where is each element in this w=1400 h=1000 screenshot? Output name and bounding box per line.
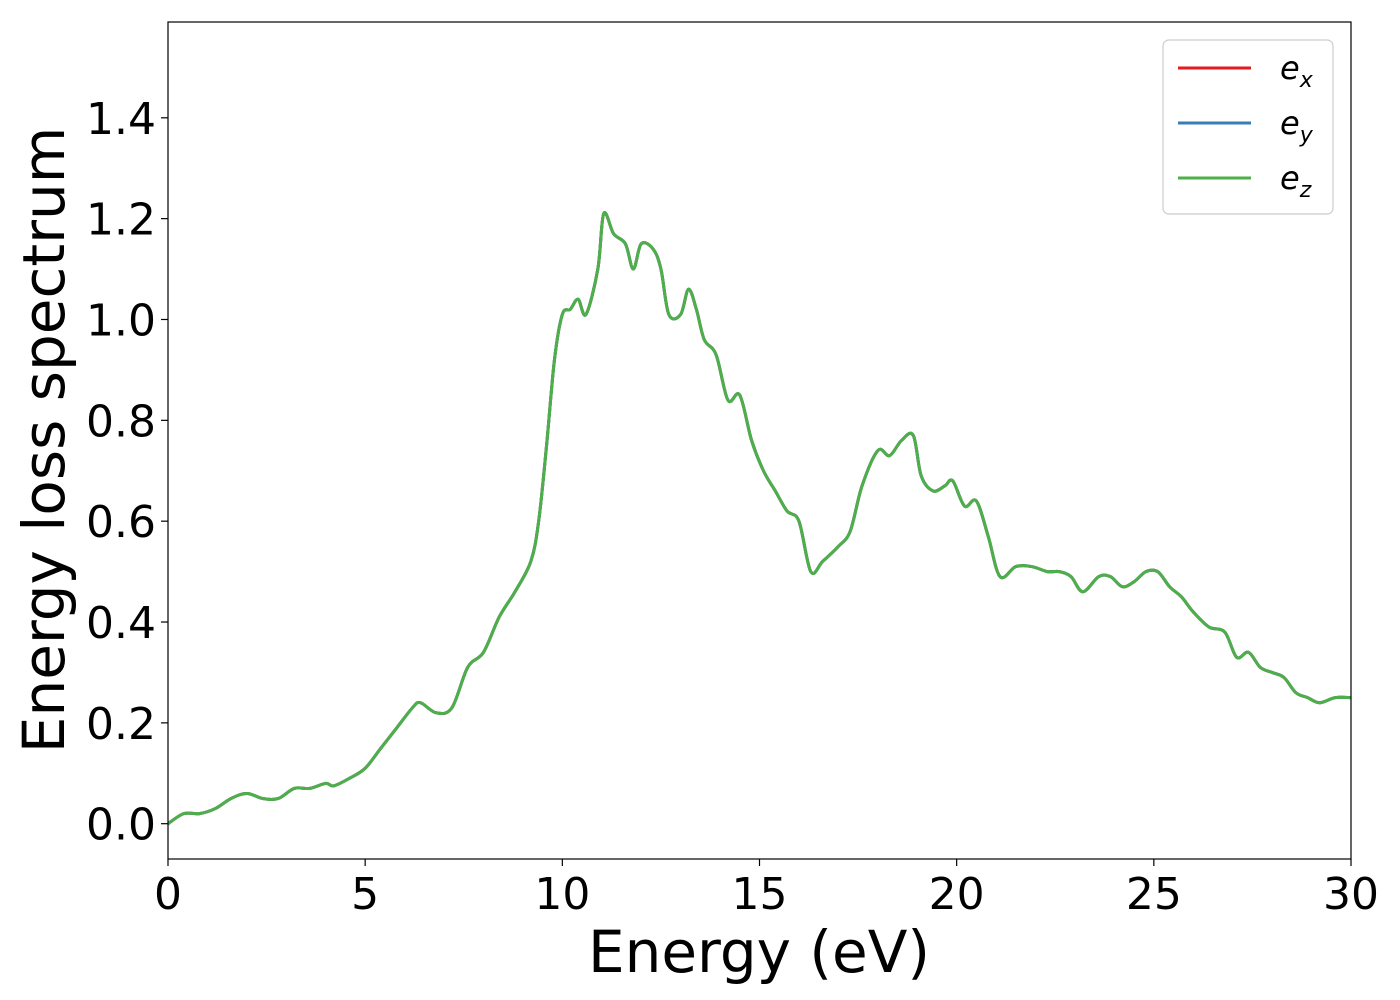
legend-label-x: ex — [1280, 49, 1314, 93]
y-tick-label: 0.6 — [86, 497, 156, 548]
y-axis-title: Energy loss spectrum — [10, 127, 78, 753]
y-tick-label: 1.2 — [86, 195, 156, 246]
x-tick-label: 10 — [534, 869, 590, 920]
y-tick-label: 0.2 — [86, 699, 156, 750]
y-tick-label: 0.0 — [86, 800, 156, 851]
y-axis: 0.0 0.2 0.4 0.6 0.8 1.0 1.2 1.4 — [86, 94, 168, 851]
y-tick-label: 0.4 — [86, 598, 156, 649]
x-tick-label: 25 — [1126, 869, 1182, 920]
x-tick-label: 15 — [732, 869, 788, 920]
legend-label-y: ey — [1280, 104, 1314, 148]
series-line-z — [168, 211, 1351, 826]
series-line-x — [168, 211, 1351, 826]
legend-label-z: ez — [1280, 159, 1312, 203]
x-tick-label: 20 — [929, 869, 985, 920]
x-tick-label: 0 — [154, 869, 182, 920]
x-tick-label: 5 — [351, 869, 379, 920]
y-tick-label: 1.0 — [86, 295, 156, 346]
y-tick-label: 1.4 — [86, 94, 156, 145]
plot-area — [168, 211, 1351, 826]
x-tick-label: 30 — [1323, 869, 1379, 920]
legend-box — [1162, 39, 1334, 215]
x-axis: 0 5 10 15 20 25 30 — [154, 859, 1379, 920]
legend: ex ey ez — [1162, 39, 1334, 215]
series-line-y — [168, 211, 1351, 826]
x-axis-title: Energy (eV) — [588, 918, 930, 986]
y-tick-label: 0.8 — [86, 396, 156, 447]
